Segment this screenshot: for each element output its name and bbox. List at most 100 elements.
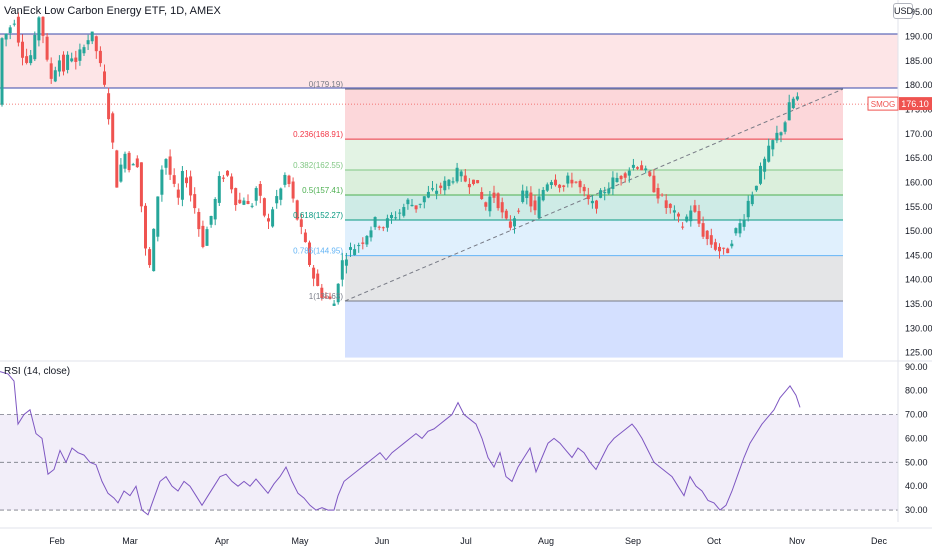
candle-body [570,179,574,184]
candle-body [365,235,369,245]
candle-body [599,190,603,198]
symbol-tag-box [867,96,899,111]
candle-body [172,175,176,184]
candle-body [779,132,783,136]
rsi-tick-label: 40.00 [905,481,928,491]
candle-body [62,54,65,72]
candle-body [791,98,795,109]
candle-body [94,36,98,52]
price-tick-label: 155.00 [905,202,932,212]
candle-body [508,221,512,228]
candle-body [209,215,213,225]
candle-body [283,174,287,185]
candle-body [131,164,135,166]
currency-badge[interactable]: USD [893,3,913,19]
candle-body [414,205,418,210]
candle-body [681,226,685,228]
candle-body [271,209,275,227]
candle-body [226,170,229,176]
price-tick-label: 190.00 [905,31,932,41]
candle-body [795,96,799,100]
candle-body [500,202,504,213]
candle-body [631,164,635,168]
fibonacci-trendline [344,88,844,302]
candle-body [726,248,730,254]
candle-body [426,191,430,198]
candle-body [738,223,742,234]
time-tick-label: Aug [538,536,554,546]
rsi-line [0,371,801,516]
candle-body [25,56,29,63]
candle-body [8,27,12,34]
candle-body [431,188,434,190]
candle-body [66,54,70,70]
candle-body [189,176,193,196]
candle-body [328,296,332,299]
candle-body [160,169,164,195]
candle-body [139,162,143,207]
candle-body [767,145,771,162]
symbol-tag-label: SMOG [871,100,895,109]
fib-band [345,195,843,221]
candle-body [86,40,90,45]
candle-body [558,184,562,188]
candle-body [476,180,480,184]
candle-body [250,205,254,207]
candle-body [472,179,475,184]
candle-body [705,230,709,240]
candle-body [29,55,33,64]
price-tick-label: 160.00 [905,177,932,187]
candle-body [533,200,537,211]
candle-body [242,200,246,205]
price-tick-label: 135.00 [905,299,932,309]
candle-body [685,216,689,222]
candle-body [119,164,123,182]
fib-band [345,220,843,256]
candle-body [451,181,455,183]
fibonacci-labels: 1(135.63) 0.786(144.95) 0.618(152.27) 0.5(1… [293,80,343,301]
candle-body [312,267,316,279]
candle-body [582,186,586,192]
candle-body [541,189,545,201]
candle-body [49,63,53,79]
candle-body [525,190,529,199]
candle-body [205,229,209,246]
candle-body [340,260,344,280]
candle-body [53,70,57,82]
candle-body [701,223,705,237]
rsi-tick-label: 80.00 [905,386,928,396]
price-tag-value: 176.10 [901,99,929,109]
time-tick-label: Sep [625,536,641,546]
time-tick-label: May [291,536,309,546]
candle-body [107,93,111,120]
candle-body [435,190,439,194]
candle-body [718,246,721,252]
price-tick-label: 195.00 [905,7,932,17]
candle-body [443,180,447,191]
candle-body [664,200,668,208]
candle-body [459,171,463,177]
resistance-zone [0,34,898,89]
candle-body [316,273,320,286]
price-tick-label: 130.00 [905,323,932,333]
candle-body [324,296,328,298]
candle-body [730,243,734,247]
candle-body [648,172,652,176]
time-tick-label: Oct [707,536,722,546]
time-tick-label: Apr [215,536,229,546]
candle-body [127,152,131,171]
candle-body [636,167,639,169]
candle-body [193,194,197,209]
candle-body [152,228,156,272]
candle-body [640,165,644,171]
candle-body [562,185,566,187]
candle-body [82,47,86,54]
candle-body [398,212,402,214]
candle-body [615,177,619,182]
candle-body [418,203,422,205]
candle-body [566,175,570,184]
candle-body [291,181,295,199]
candle-body [238,199,242,204]
